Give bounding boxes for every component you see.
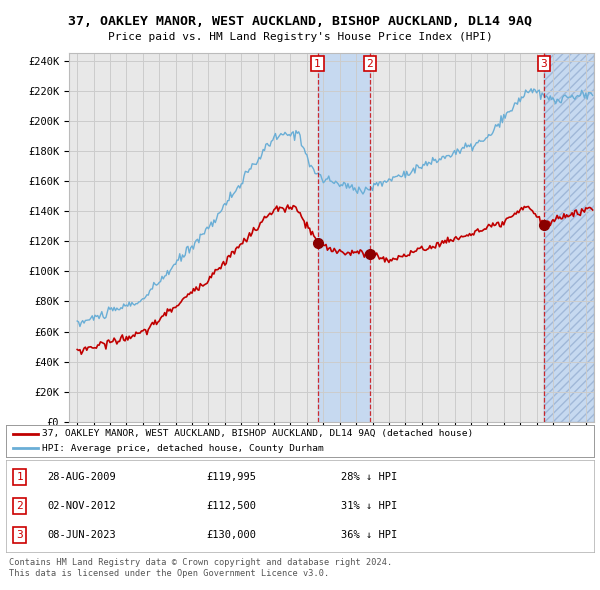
Bar xyxy=(317,53,370,422)
Text: 1: 1 xyxy=(17,471,23,481)
Text: Price paid vs. HM Land Registry's House Price Index (HPI): Price paid vs. HM Land Registry's House … xyxy=(107,32,493,42)
Text: HPI: Average price, detached house, County Durham: HPI: Average price, detached house, Coun… xyxy=(43,444,324,453)
Text: £130,000: £130,000 xyxy=(206,530,256,540)
Text: 36% ↓ HPI: 36% ↓ HPI xyxy=(341,530,397,540)
Text: 08-JUN-2023: 08-JUN-2023 xyxy=(47,530,116,540)
Text: £112,500: £112,500 xyxy=(206,501,256,511)
Text: 1: 1 xyxy=(314,58,321,68)
Text: 28% ↓ HPI: 28% ↓ HPI xyxy=(341,471,397,481)
Bar xyxy=(544,53,594,422)
Text: 2: 2 xyxy=(367,58,373,68)
Text: 31% ↓ HPI: 31% ↓ HPI xyxy=(341,501,397,511)
Text: 02-NOV-2012: 02-NOV-2012 xyxy=(47,501,116,511)
Bar xyxy=(544,53,594,422)
Text: 3: 3 xyxy=(17,530,23,540)
Text: 37, OAKLEY MANOR, WEST AUCKLAND, BISHOP AUCKLAND, DL14 9AQ (detached house): 37, OAKLEY MANOR, WEST AUCKLAND, BISHOP … xyxy=(43,429,474,438)
Text: 37, OAKLEY MANOR, WEST AUCKLAND, BISHOP AUCKLAND, DL14 9AQ: 37, OAKLEY MANOR, WEST AUCKLAND, BISHOP … xyxy=(68,15,532,28)
Text: Contains HM Land Registry data © Crown copyright and database right 2024.: Contains HM Land Registry data © Crown c… xyxy=(9,558,392,566)
Text: 3: 3 xyxy=(541,58,547,68)
Text: 28-AUG-2009: 28-AUG-2009 xyxy=(47,471,116,481)
Text: This data is licensed under the Open Government Licence v3.0.: This data is licensed under the Open Gov… xyxy=(9,569,329,578)
Text: 2: 2 xyxy=(17,501,23,511)
Text: £119,995: £119,995 xyxy=(206,471,256,481)
